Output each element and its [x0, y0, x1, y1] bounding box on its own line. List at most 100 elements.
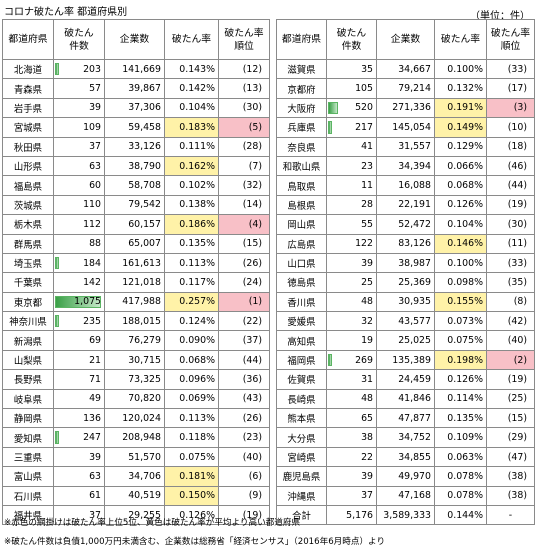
- companies-count: 417,988: [104, 291, 165, 313]
- rate-rank: (30): [218, 97, 270, 119]
- table-row: 兵庫県 217 145,054 0.149% (10): [276, 117, 535, 138]
- table-row: 福井県 37 29,255 0.126% (19): [2, 504, 270, 526]
- rate-rank: (23): [218, 427, 270, 448]
- prefecture-name: 広島県: [276, 233, 327, 254]
- bankrupt-count-cell: 21: [53, 349, 105, 371]
- prefecture-name: 長野県: [2, 369, 54, 390]
- table-row: 長崎県 48 41,846 0.114% (25): [276, 388, 535, 410]
- companies-count: 38,790: [104, 155, 165, 177]
- bankrupt-count-cell: 23: [326, 155, 377, 177]
- prefecture-name: 静岡県: [2, 408, 54, 429]
- bankrupt-rate: 0.078%: [434, 466, 487, 487]
- companies-count: 24,459: [376, 369, 435, 390]
- bankrupt-rate: 0.126%: [434, 369, 487, 390]
- prefecture-name: 群馬県: [2, 233, 54, 254]
- rate-rank: (35): [486, 272, 535, 293]
- table-row: 茨城県 110 79,542 0.138% (14): [2, 194, 270, 216]
- prefecture-name: 神奈川県: [2, 311, 54, 332]
- bankrupt-count-cell: 48: [326, 388, 377, 410]
- bankrupt-rate: 0.117%: [164, 272, 219, 293]
- table-row: 秋田県 37 33,126 0.111% (28): [2, 136, 270, 157]
- total-companies: 3,589,333: [376, 504, 435, 526]
- companies-count: 83,126: [376, 233, 435, 254]
- bankrupt-count: 35: [361, 63, 373, 75]
- companies-count: 34,752: [376, 427, 435, 448]
- bankrupt-count-cell: 60: [53, 175, 105, 196]
- prefecture-name: 大阪府: [276, 97, 327, 119]
- bankrupt-rate: 0.142%: [164, 78, 219, 99]
- bankrupt-count-cell: 63: [53, 466, 105, 487]
- total-rate: 0.144%: [434, 504, 487, 526]
- companies-count: 161,613: [104, 252, 165, 274]
- bankrupt-rate: 0.135%: [434, 408, 487, 429]
- bankrupt-count-cell: 69: [53, 330, 105, 351]
- footnotes: ※赤色の網掛けは破たん率上位5位、黄色は破たん率が平均より高い都道府県 ※破たん…: [4, 514, 385, 552]
- bankrupt-count-cell: 142: [53, 272, 105, 293]
- table-row: 香川県 48 30,935 0.155% (8): [276, 291, 535, 313]
- bankrupt-count-cell: 41: [326, 136, 377, 157]
- bankrupt-rate: 0.124%: [164, 311, 219, 332]
- table-row: 静岡県 136 120,024 0.113% (26): [2, 408, 270, 429]
- rate-rank: (14): [218, 194, 270, 216]
- rate-rank: (30): [486, 214, 535, 235]
- bankrupt-rate: 0.073%: [434, 311, 487, 332]
- prefecture-name: 新潟県: [2, 330, 54, 351]
- companies-count: 33,126: [104, 136, 165, 157]
- table-header-row: 都道府県 破たん 件数 企業数 破たん率 破たん率 順位: [2, 19, 270, 60]
- table-row: 三重県 39 51,570 0.075% (40): [2, 446, 270, 468]
- bankrupt-count: 41: [361, 141, 373, 153]
- bankrupt-count: 39: [361, 470, 373, 482]
- rate-rank: (40): [486, 330, 535, 351]
- bankrupt-rate: 0.162%: [164, 155, 219, 177]
- rate-rank: (3): [486, 97, 535, 119]
- bankrupt-rate: 0.096%: [164, 369, 219, 390]
- companies-count: 47,168: [376, 485, 435, 506]
- companies-count: 37,306: [104, 97, 165, 119]
- prefecture-name: 秋田県: [2, 136, 54, 157]
- prefecture-name: 熊本県: [276, 408, 327, 429]
- companies-count: 145,054: [376, 117, 435, 138]
- total-label: 合計: [276, 504, 327, 526]
- bankrupt-count: 71: [89, 373, 101, 385]
- table-body-left: 北海道 203 141,669 0.143% (12) 青森県 57 39,867 0.142%…: [2, 58, 270, 526]
- bankrupt-count-cell: 136: [53, 408, 105, 429]
- table-row: 山口県 39 38,987 0.100% (33): [276, 252, 535, 274]
- bankrupt-count: 39: [89, 451, 101, 463]
- rate-rank: (18): [486, 136, 535, 157]
- rate-rank: (8): [486, 291, 535, 313]
- companies-count: 34,667: [376, 58, 435, 80]
- bankrupt-rate: 0.098%: [434, 272, 487, 293]
- prefecture-table-left: 都道府県 破たん 件数 企業数 破たん率 破たん率 順位 北海道 203 141,669…: [2, 19, 270, 526]
- header-prefecture: 都道府県: [276, 19, 327, 60]
- bankrupt-count-cell: 28: [326, 194, 377, 216]
- bankrupt-count-cell: 39: [326, 466, 377, 487]
- bankrupt-rate: 0.102%: [164, 175, 219, 196]
- prefecture-name: 福井県: [2, 504, 54, 526]
- bankrupt-count: 38: [361, 432, 373, 444]
- bankrupt-count: 60: [89, 180, 101, 192]
- prefecture-name: 徳島県: [276, 272, 327, 293]
- header-prefecture: 都道府県: [2, 19, 54, 60]
- companies-count: 49,970: [376, 466, 435, 487]
- rate-rank: (47): [486, 446, 535, 468]
- bankrupt-count: 57: [89, 83, 101, 95]
- prefecture-name: 千葉県: [2, 272, 54, 293]
- rate-rank: (5): [218, 117, 270, 138]
- prefecture-name: 長崎県: [276, 388, 327, 410]
- count-bar: [55, 256, 59, 270]
- count-bar: [55, 63, 59, 76]
- bankrupt-rate: 0.113%: [164, 252, 219, 274]
- bankrupt-count-cell: 38: [326, 427, 377, 448]
- count-bar: [55, 295, 101, 309]
- bankrupt-count-cell: 57: [53, 78, 105, 99]
- bankrupt-count-cell: 203: [53, 58, 105, 80]
- bankrupt-count-cell: 65: [326, 408, 377, 429]
- table-row: 岐阜県 49 70,820 0.069% (43): [2, 388, 270, 410]
- companies-count: 16,088: [376, 175, 435, 196]
- table-row: 千葉県 142 121,018 0.117% (24): [2, 272, 270, 293]
- rate-rank: (33): [486, 58, 535, 80]
- count-bar: [55, 431, 59, 444]
- prefecture-name: 宮崎県: [276, 446, 327, 468]
- table-row: 埼玉県 184 161,613 0.113% (26): [2, 252, 270, 274]
- bankrupt-count-cell: 32: [326, 311, 377, 332]
